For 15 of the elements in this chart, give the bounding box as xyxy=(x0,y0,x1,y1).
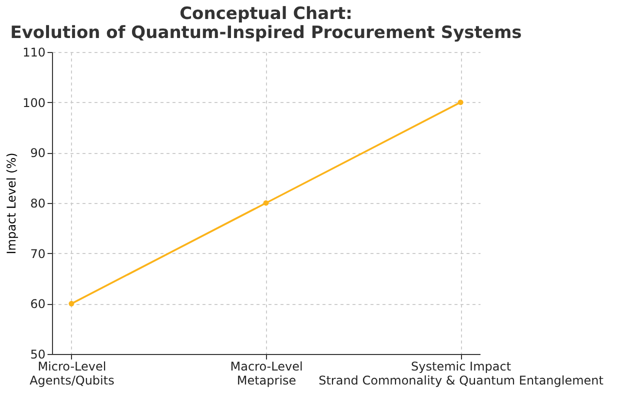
y-tick-label: 60 xyxy=(30,297,46,312)
y-tick-label: 100 xyxy=(22,96,46,110)
point xyxy=(458,100,464,106)
y-tick-label: 70 xyxy=(30,246,46,261)
y-tick-label: 80 xyxy=(30,196,46,210)
point xyxy=(68,300,74,306)
x-tick-label: Micro-Level Agents/Qubits xyxy=(30,360,114,388)
y-tick-label: 90 xyxy=(30,146,46,160)
point xyxy=(263,200,269,206)
x-tick-label: Macro-Level Metaprise xyxy=(230,360,303,388)
chart-title: Conceptual Chart: Evolution of Quantum-Inspired Procurement Systems xyxy=(10,4,522,43)
x-tick-label: Systemic Impact Strand Commonality & Quantum Entanglement xyxy=(318,360,604,388)
y-tick-label: 110 xyxy=(22,46,46,60)
y-axis-title: Impact Level (%) xyxy=(4,152,19,254)
y-tick-label: 50 xyxy=(30,348,46,362)
